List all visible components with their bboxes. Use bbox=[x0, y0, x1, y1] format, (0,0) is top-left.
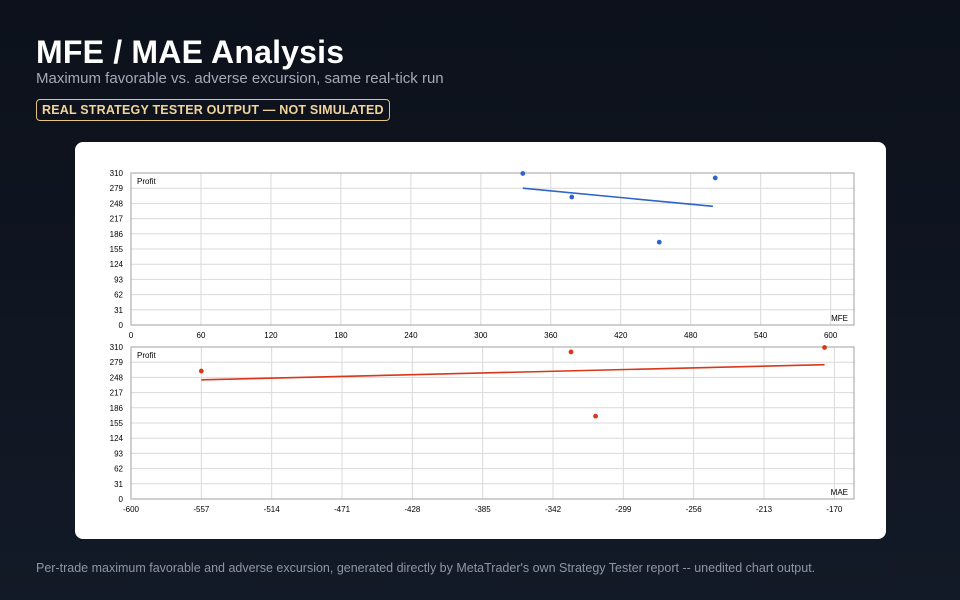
mfe-x-tick-label: 480 bbox=[684, 331, 698, 340]
mae-x-tick-label: -256 bbox=[686, 505, 703, 514]
mfe-data-point bbox=[520, 171, 526, 176]
mae-x-tick-label: -514 bbox=[264, 505, 281, 514]
mfe-x-axis-label: MFE bbox=[831, 314, 848, 323]
mfe-y-axis-label: Profit bbox=[137, 177, 156, 186]
mfe-x-tick-label: 60 bbox=[197, 331, 206, 340]
mae-plot-frame bbox=[130, 346, 855, 500]
mfe-chart: 0 31 62 93 124 155 186 217 248 279 310 0 60 120 180 240… bbox=[110, 169, 855, 340]
footer-caption: Per-trade maximum favorable and adverse … bbox=[36, 561, 816, 575]
mfe-x-tick-label: 120 bbox=[264, 331, 278, 340]
mfe-y-tick-label: 31 bbox=[114, 306, 123, 315]
mfe-data-point bbox=[569, 194, 575, 200]
mae-x-tick-label: -471 bbox=[334, 505, 351, 514]
mae-y-tick-label: 62 bbox=[114, 465, 123, 474]
mae-x-tick-label: -170 bbox=[826, 505, 843, 514]
mfe-y-tick-label: 248 bbox=[110, 199, 124, 208]
mfe-y-tick-label: 93 bbox=[114, 275, 123, 284]
mae-y-tick-label: 124 bbox=[110, 434, 124, 443]
mae-x-tick-label: -428 bbox=[404, 505, 421, 514]
mfe-x-tick-label: 300 bbox=[474, 331, 488, 340]
mfe-y-tick-label: 186 bbox=[110, 230, 124, 239]
mfe-x-tick-label: 360 bbox=[544, 331, 558, 340]
mae-y-tick-label: 155 bbox=[110, 419, 124, 428]
mae-y-tick-label: 0 bbox=[119, 495, 124, 504]
mfe-x-tick-label: 420 bbox=[614, 331, 628, 340]
page-subtitle: Maximum favorable vs. adverse excursion,… bbox=[36, 70, 444, 87]
mae-y-tick-label: 279 bbox=[110, 358, 124, 367]
mae-x-tick-label: -600 bbox=[123, 505, 140, 514]
mfe-trendline bbox=[522, 187, 713, 208]
mae-x-tick-label: -213 bbox=[756, 505, 773, 514]
mae-x-axis-label: MAE bbox=[831, 488, 848, 497]
status-badge: REAL STRATEGY TESTER OUTPUT — NOT SIMULA… bbox=[36, 99, 390, 121]
mfe-plot-frame bbox=[130, 172, 855, 326]
mfe-x-tick-label: 0 bbox=[129, 331, 134, 340]
mfe-x-tick-label: 240 bbox=[404, 331, 418, 340]
mfe-y-tick-label: 217 bbox=[110, 215, 124, 224]
chart-card: 0 31 62 93 124 155 186 217 248 279 310 0 60 120 180 240… bbox=[75, 142, 886, 539]
mae-x-tick-label: -385 bbox=[475, 505, 492, 514]
mae-data-point bbox=[822, 345, 827, 350]
mae-y-tick-label: 93 bbox=[114, 449, 123, 458]
mae-data-point bbox=[593, 413, 598, 419]
mfe-y-tick-label: 0 bbox=[119, 321, 124, 330]
mae-x-tick-label: -342 bbox=[545, 505, 562, 514]
mfe-y-tick-label: 155 bbox=[110, 245, 124, 254]
mfe-x-tick-label: 180 bbox=[334, 331, 348, 340]
mfe-x-tick-label: 600 bbox=[824, 331, 838, 340]
mae-y-tick-label: 217 bbox=[110, 389, 124, 398]
mae-y-tick-label: 248 bbox=[110, 373, 124, 382]
mfe-data-point bbox=[712, 175, 718, 181]
mae-data-point bbox=[568, 349, 574, 355]
mae-chart: 0 31 62 93 124 155 186 217 248 279 310 -600 -557 -514… bbox=[110, 343, 855, 514]
mae-data-point bbox=[198, 368, 204, 374]
mae-x-tick-label: -557 bbox=[193, 505, 210, 514]
mae-y-tick-label: 31 bbox=[114, 480, 123, 489]
mae-y-tick-label: 310 bbox=[110, 343, 124, 352]
mfe-data-point bbox=[656, 239, 662, 245]
mfe-y-tick-label: 279 bbox=[110, 184, 124, 193]
mae-y-axis-label: Profit bbox=[137, 351, 156, 360]
mfe-y-tick-label: 62 bbox=[114, 291, 123, 300]
mfe-x-tick-label: 540 bbox=[754, 331, 768, 340]
mfe-y-tick-label: 310 bbox=[110, 169, 124, 178]
mfe-y-tick-label: 124 bbox=[110, 260, 124, 269]
page-title: MFE / MAE Analysis bbox=[36, 34, 345, 70]
mae-trendline bbox=[201, 363, 825, 381]
mae-y-tick-label: 186 bbox=[110, 404, 124, 413]
mae-x-tick-label: -299 bbox=[615, 505, 632, 514]
